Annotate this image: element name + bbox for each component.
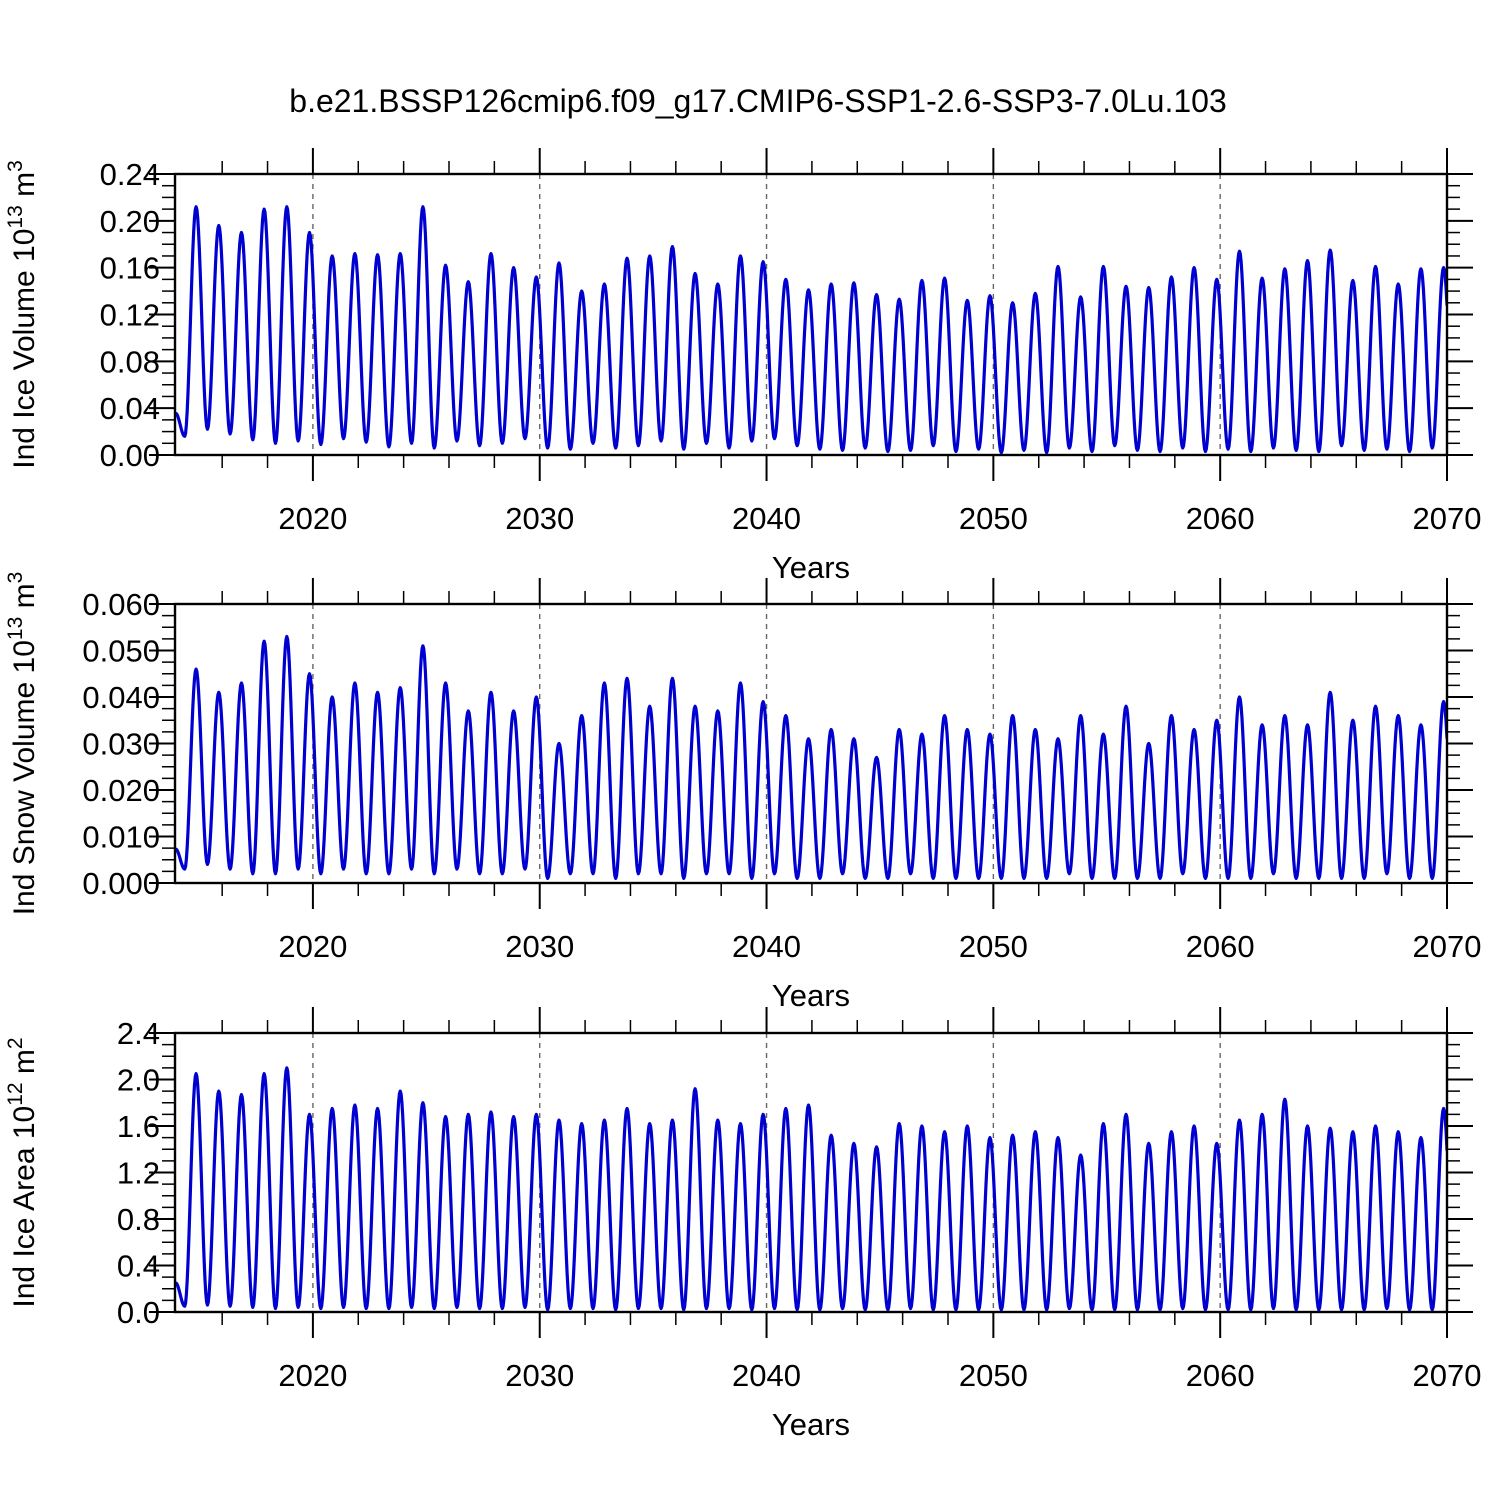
y-axis-title: Ind Ice Volume 1013 m3: [4, 160, 41, 469]
x-axis-title-snow-volume: Years: [772, 978, 850, 1013]
snow-volume-panel: 2020 2030 2040 2050 2060 2070 0.000 0.010 0.020 0…: [4, 572, 1481, 964]
monthly-ice-volume-line: [175, 205, 1447, 455]
y-tick-label: 2.0: [117, 1063, 160, 1098]
y-tick-label: 1.6: [117, 1109, 160, 1144]
x-tick-label: 2040: [732, 929, 801, 964]
y-tick-label: 0.4: [117, 1249, 160, 1284]
y-tick-label: 0.030: [82, 727, 160, 762]
monthly-snow-volume-line: [175, 634, 1447, 880]
y-tick-label: 0.010: [82, 820, 160, 855]
x-tick-label: 2040: [732, 1358, 801, 1393]
x-tick-label: 2020: [278, 929, 347, 964]
x-tick-label: 2060: [1186, 1358, 1255, 1393]
x-tick-label: 2060: [1186, 929, 1255, 964]
y-axis-title: Ind Snow Volume 1013 m3: [4, 572, 41, 916]
y-tick-label: 2.4: [117, 1016, 160, 1051]
x-tick-label: 2070: [1413, 1358, 1482, 1393]
x-tick-label: 2060: [1186, 501, 1255, 536]
x-tick-label: 2070: [1413, 501, 1482, 536]
x-axis-title-ice-volume: Years: [772, 550, 850, 585]
y-tick-label: 0.040: [82, 680, 160, 715]
y-tick-label: 1.2: [117, 1156, 160, 1191]
y-tick-label: 0.020: [82, 773, 160, 808]
ice-area-panel: 2020 2030 2040 2050 2060 2070 0.0 0.4 0.8 1.2 1.6 2…: [4, 1007, 1481, 1393]
x-tick-label: 2050: [959, 501, 1028, 536]
ice-volume-panel: 2020 2030 2040 2050 2060 2070 0.00 0.04 0.08 0.12…: [4, 148, 1481, 536]
y-tick-label: 0.16: [100, 251, 160, 286]
plot-frame: [173, 1031, 1449, 1314]
y-tick-label: 0.060: [82, 587, 160, 622]
y-tick-label: 0.08: [100, 344, 160, 379]
x-tick-label: 2030: [505, 501, 574, 536]
x-axis-title-ice-area: Years: [772, 1407, 850, 1442]
y-axis-title: Ind Ice Area 1012 m2: [4, 1037, 41, 1307]
x-tick-label: 2040: [732, 501, 801, 536]
y-tick-label: 0.0: [117, 1295, 160, 1330]
x-tick-label: 2020: [278, 1358, 347, 1393]
y-tick-label: 0.12: [100, 298, 160, 333]
y-tick-label: 0.24: [100, 157, 160, 192]
y-tick-label: 0.050: [82, 634, 160, 669]
monthly-ice-area-line: [175, 1066, 1447, 1312]
y-tick-label: 0.8: [117, 1202, 160, 1237]
y-tick-label: 0.00: [100, 438, 160, 473]
figure-title: b.e21.BSSP126cmip6.f09_g17.CMIP6-SSP1-2.…: [289, 83, 1226, 119]
x-tick-label: 2050: [959, 1358, 1028, 1393]
x-tick-label: 2030: [505, 929, 574, 964]
x-tick-label: 2070: [1413, 929, 1482, 964]
y-tick-label: 0.000: [82, 866, 160, 901]
x-tick-label: 2030: [505, 1358, 574, 1393]
y-tick-label: 0.04: [100, 391, 160, 426]
x-tick-label: 2020: [278, 501, 347, 536]
y-tick-label: 0.20: [100, 204, 160, 239]
x-tick-label: 2050: [959, 929, 1028, 964]
